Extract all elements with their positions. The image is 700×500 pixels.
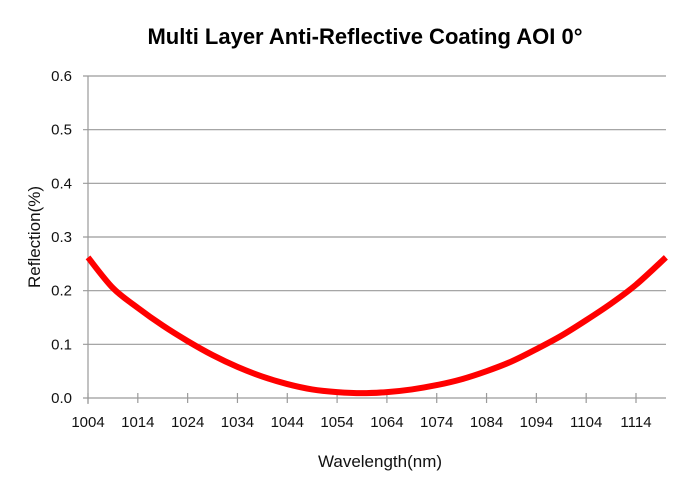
x-tick-label: 1114 <box>620 414 651 431</box>
y-tick-label: 0.2 <box>51 283 72 300</box>
y-tick-label: 0.5 <box>51 122 72 139</box>
axes <box>83 76 666 404</box>
x-tick-label: 1074 <box>420 414 453 431</box>
x-tick-label: 1054 <box>320 414 353 431</box>
y-tick-label: 0.0 <box>51 390 72 407</box>
x-tick-label: 1104 <box>570 414 602 431</box>
y-axis-label: Reflection(%) <box>25 186 44 288</box>
x-tick-label: 1014 <box>121 414 154 431</box>
chart-title: Multi Layer Anti-Reflective Coating AOI … <box>147 24 582 49</box>
y-tick-label: 0.4 <box>51 175 72 192</box>
x-axis-label: Wavelength(nm) <box>318 452 442 471</box>
y-tick-labels: 0.0 0.1 0.2 0.3 0.4 0.5 0.6 <box>51 68 72 407</box>
x-tick-labels: 1004 1014 1024 1034 1044 1054 1064 1074 1084 1094… <box>71 414 651 431</box>
x-tick-label: 1084 <box>470 414 503 431</box>
series-line-reflection <box>85 255 668 397</box>
x-tick-label: 1094 <box>520 414 553 431</box>
y-tick-label: 0.6 <box>51 68 72 85</box>
gridlines <box>83 75 666 345</box>
y-tick-label: 0.3 <box>51 229 72 246</box>
x-tick-label: 1064 <box>370 414 403 431</box>
x-tick-label: 1024 <box>171 414 204 431</box>
x-tick-label: 1044 <box>271 414 304 431</box>
x-tick-label: 1034 <box>221 414 254 431</box>
series <box>85 255 668 397</box>
x-tick-label: 1004 <box>71 414 104 431</box>
y-tick-label: 0.1 <box>51 336 72 353</box>
